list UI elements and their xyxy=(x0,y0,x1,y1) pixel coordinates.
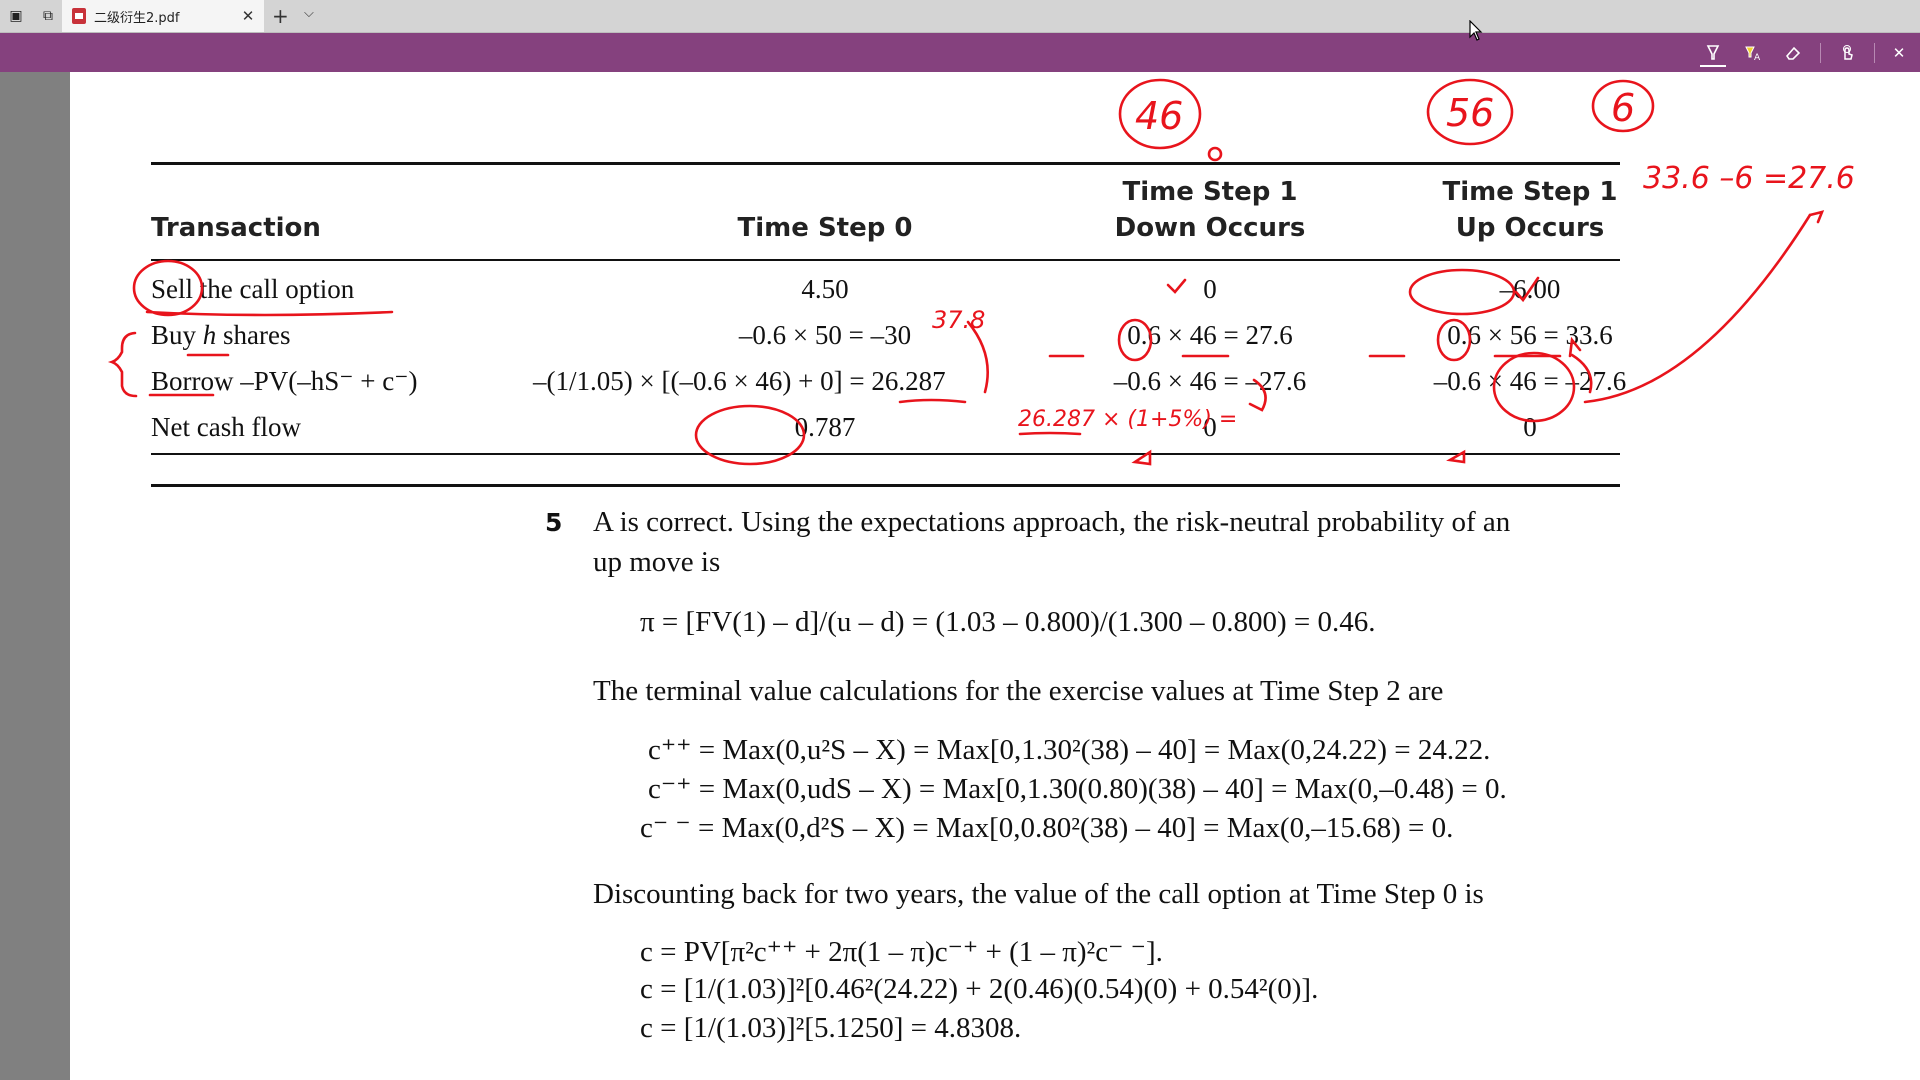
pdf-file-icon xyxy=(72,8,86,24)
row3-up: –0.6 × 46 = –27.6 xyxy=(1433,366,1627,396)
pdf-toolbar: A ✕ xyxy=(0,33,1920,72)
row4-step0: 0.787 xyxy=(794,412,856,442)
header-down-l2: Down Occurs xyxy=(1114,213,1306,243)
window-menu-icon[interactable]: ▣ xyxy=(9,8,23,24)
tab-bar: ▣ ⧉ 二级衍生2.pdf ✕ + ⌵ xyxy=(0,0,1920,33)
row1-down: 0 xyxy=(1203,274,1217,304)
header-down-l1: Time Step 1 xyxy=(1122,177,1298,207)
row-label-borrow: Borrow –PV(–hS⁻ + c⁻) xyxy=(151,366,418,396)
chevron-down-icon[interactable]: ⌵ xyxy=(304,6,314,21)
new-tab-icon[interactable]: + xyxy=(272,4,289,28)
header-time-step-0: Time Step 0 xyxy=(737,213,913,243)
header-transaction: Transaction xyxy=(151,213,321,243)
row3-step0: –(1/1.05) × [(–0.6 × 46) + 0] = 26.287 xyxy=(533,366,946,396)
row4-down: 0 xyxy=(1203,412,1217,442)
equation-c-result: c = [1/(1.03)]²[5.1250] = 4.8308. xyxy=(640,1012,1022,1044)
close-icon[interactable]: ✕ xyxy=(1892,44,1906,62)
row-label-sell-call: Sell the call option xyxy=(151,274,355,304)
equation-c-expanded: c = [1/(1.03)]²[0.46²(24.22) + 2(0.46)(0… xyxy=(640,973,1319,1005)
tab-title: 二级衍生2.pdf xyxy=(94,10,180,26)
equation-pi: π = [FV(1) – d]/(u – d) = (1.03 – 0.800)… xyxy=(640,606,1376,638)
row2-up: 0.6 × 56 = 33.6 xyxy=(1447,320,1613,350)
mouse-cursor-icon xyxy=(1469,20,1483,41)
toolbar-divider xyxy=(1874,43,1875,63)
equation-c-up-up: c⁺⁺ = Max(0,u²S – X) = Max[0,1.30²(38) –… xyxy=(648,734,1491,766)
table-header-rule xyxy=(151,259,1620,261)
equation-c-pv: c = PV[π²c⁺⁺ + 2π(1 – π)c⁻⁺ + (1 – π)²c⁻… xyxy=(640,936,1163,968)
tab-actions-icon[interactable]: ⧉ xyxy=(43,8,53,24)
row4-up: 0 xyxy=(1523,412,1537,442)
header-up-l2: Up Occurs xyxy=(1455,213,1605,243)
row2-down: 0.6 × 46 = 27.6 xyxy=(1127,320,1293,350)
row-label-net-cash-flow: Net cash flow xyxy=(151,412,301,442)
row1-step0: 4.50 xyxy=(801,274,849,304)
discounting-text: Discounting back for two years, the valu… xyxy=(593,878,1484,910)
row2-step0: –0.6 × 50 = –30 xyxy=(738,320,912,350)
row-label-buy-shares: Buy h shares xyxy=(151,320,291,350)
solution-intro-line2: up move is xyxy=(593,546,721,578)
section-rule xyxy=(151,484,1620,487)
table-top-rule xyxy=(151,162,1620,165)
touch-write-icon[interactable] xyxy=(1834,41,1860,65)
toolbar-divider xyxy=(1820,43,1821,63)
solution-intro-line1: A is correct. Using the expectations app… xyxy=(593,506,1511,538)
pdf-page: Transaction Time Step 0 Time Step 1 Down… xyxy=(70,72,1920,1080)
highlight-pen-icon[interactable] xyxy=(1700,41,1726,67)
equation-c-down-up: c⁻⁺ = Max(0,udS – X) = Max[0,1.30(0.80)(… xyxy=(648,773,1507,805)
text-highlight-icon[interactable]: A xyxy=(1740,41,1766,65)
row1-up: –6.00 xyxy=(1499,274,1561,304)
equation-c-down-down: c⁻ ⁻ = Max(0,d²S – X) = Max[0,0.80²(38) … xyxy=(640,812,1454,844)
header-up-l1: Time Step 1 xyxy=(1442,177,1618,207)
svg-text:A: A xyxy=(1754,53,1761,62)
tab-pdf-document[interactable]: 二级衍生2.pdf ✕ xyxy=(62,0,264,32)
row3-down: –0.6 × 46 = –27.6 xyxy=(1113,366,1307,396)
tab-close-icon[interactable]: ✕ xyxy=(241,7,255,25)
table-bottom-rule xyxy=(151,453,1620,455)
solution-number: 5 xyxy=(545,508,563,537)
terminal-value-text: The terminal value calculations for the … xyxy=(593,675,1444,707)
eraser-icon[interactable] xyxy=(1780,41,1806,65)
